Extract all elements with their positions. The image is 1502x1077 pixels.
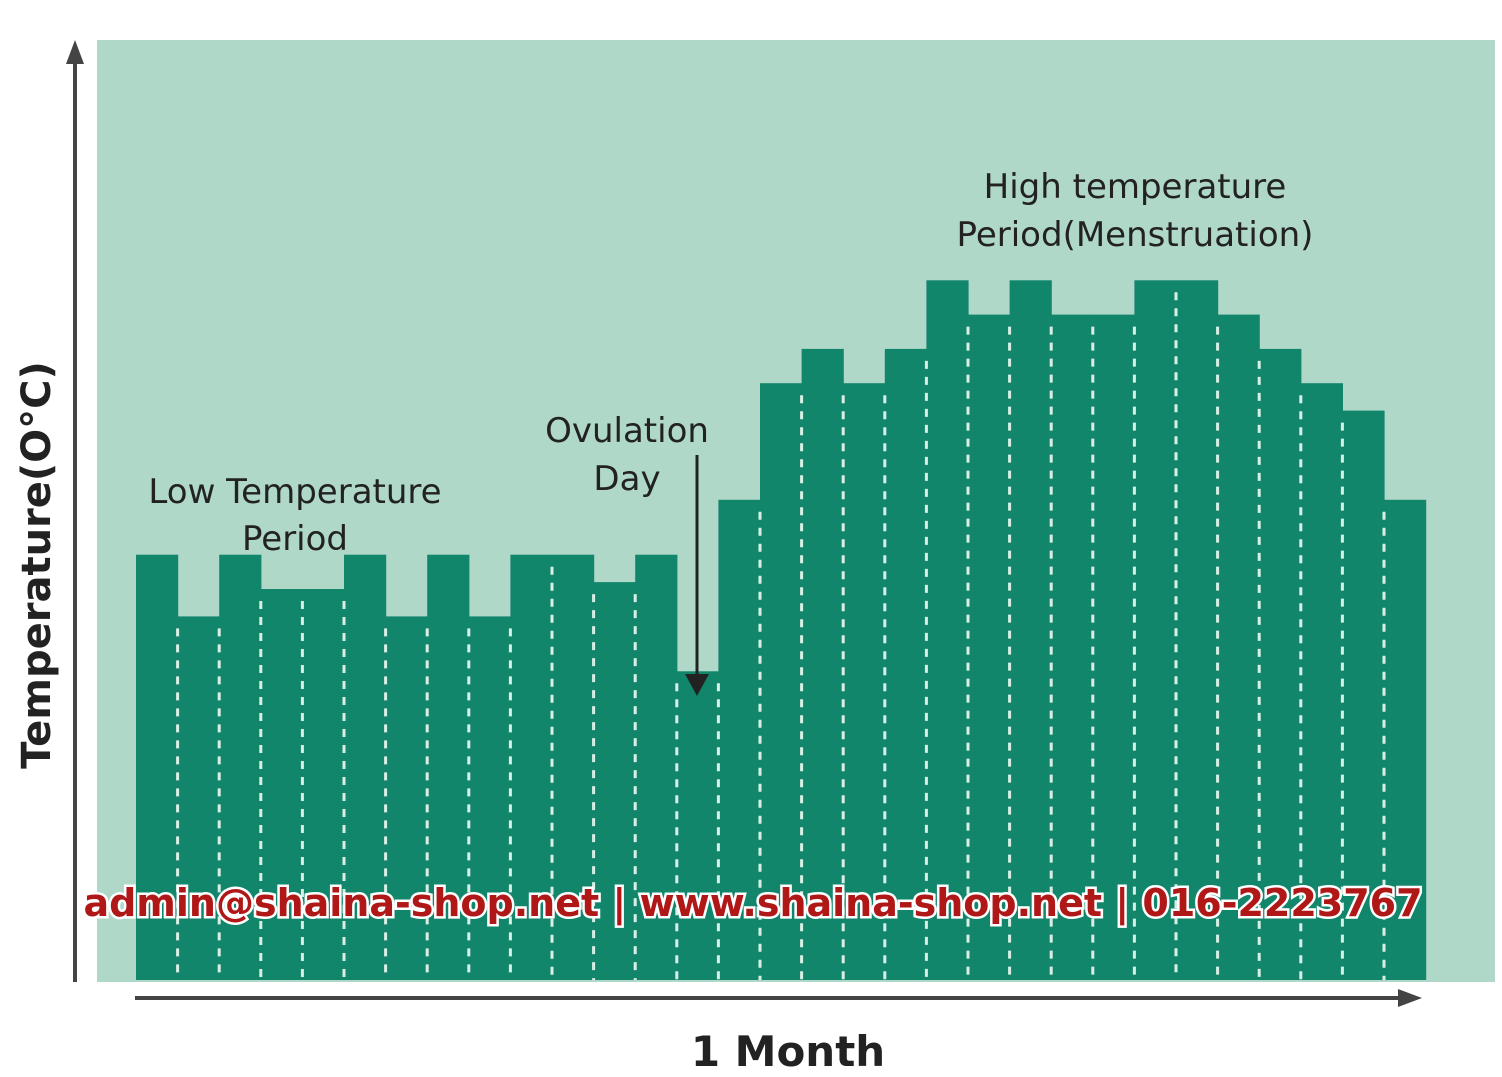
bar-day-9 xyxy=(468,616,511,980)
low-period-label-line2: Period xyxy=(242,519,348,559)
bar-day-1 xyxy=(136,554,179,980)
bar-day-30 xyxy=(1342,410,1385,981)
bar-day-25 xyxy=(1134,280,1177,980)
bar-day-17 xyxy=(801,348,844,980)
bar-day-21 xyxy=(968,314,1011,981)
bar-day-23 xyxy=(1051,314,1094,981)
bar-day-16 xyxy=(760,383,803,980)
y-axis-arrow xyxy=(66,40,84,64)
ovulation-label-line1: Ovulation xyxy=(545,411,709,451)
bar-day-19 xyxy=(884,348,927,980)
bar-day-2 xyxy=(177,616,220,980)
bar-day-15 xyxy=(718,499,761,980)
bar-day-6 xyxy=(344,554,387,980)
bar-day-18 xyxy=(843,383,886,980)
high-period-label-line1: High temperature xyxy=(984,167,1287,207)
bar-day-27 xyxy=(1217,314,1260,981)
bar-day-20 xyxy=(926,280,969,980)
bar-day-14 xyxy=(676,671,719,980)
bar-dividers xyxy=(176,292,1386,980)
bar-day-10 xyxy=(510,554,553,980)
x-axis-label: 1 Month xyxy=(691,1027,885,1076)
contact-watermark: admin@shaina-shop.net | www.shaina-shop.… xyxy=(83,881,1422,926)
y-axis-label: Temperature(O°C) xyxy=(14,361,60,769)
bar-day-29 xyxy=(1300,383,1343,980)
bar-day-3 xyxy=(219,554,262,980)
bar-day-5 xyxy=(302,589,345,980)
bar-day-22 xyxy=(1009,280,1052,980)
bar-day-13 xyxy=(635,554,678,980)
low-period-label-line1: Low Temperature xyxy=(148,472,441,512)
ovulation-arrow-head xyxy=(685,674,709,696)
bar-day-31 xyxy=(1384,499,1427,980)
bar-day-24 xyxy=(1092,314,1135,981)
bar-day-26 xyxy=(1176,280,1219,980)
bar-day-11 xyxy=(552,554,595,980)
bar-day-28 xyxy=(1259,348,1302,980)
bars-group xyxy=(136,280,1427,981)
bar-day-8 xyxy=(427,554,470,980)
bar-day-7 xyxy=(385,616,428,980)
bar-day-12 xyxy=(593,582,636,980)
bar-day-4 xyxy=(260,589,303,980)
x-axis-arrow xyxy=(1398,989,1422,1007)
ovulation-label-line2: Day xyxy=(593,459,660,499)
high-period-label-line2: Period(Menstruation) xyxy=(957,215,1314,255)
